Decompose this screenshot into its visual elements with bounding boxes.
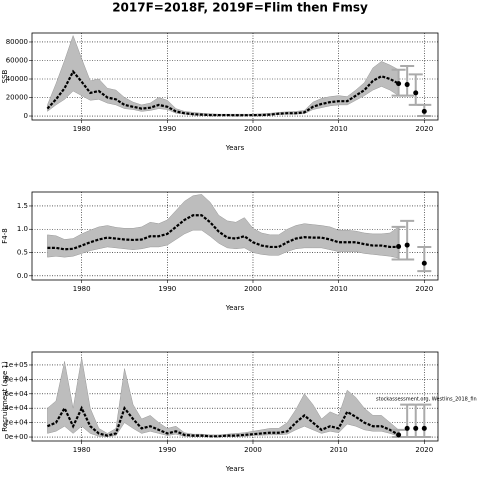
estimate-line bbox=[47, 214, 399, 251]
y-tick-label: 0 bbox=[24, 112, 28, 120]
x-tick-label: 1980 bbox=[73, 446, 91, 454]
x-tick-label: 1990 bbox=[158, 285, 176, 293]
x-axis-label: Years bbox=[225, 144, 245, 152]
y-tick-label: 60000 bbox=[6, 56, 28, 64]
x-tick-label: 1990 bbox=[158, 446, 176, 454]
forecast-point bbox=[404, 242, 410, 248]
forecast-error-bar bbox=[400, 219, 415, 261]
y-tick-label: 1e+05 bbox=[4, 361, 28, 369]
x-tick-label: 1980 bbox=[73, 125, 91, 133]
x-tick-label: 2010 bbox=[330, 285, 348, 293]
forecast-error-bar bbox=[408, 403, 423, 439]
y-tick-label: 40000 bbox=[6, 75, 28, 83]
forecast-point bbox=[396, 243, 402, 249]
y-tick-label: 6e+04 bbox=[4, 390, 28, 398]
x-tick-label: 2010 bbox=[330, 125, 348, 133]
x-tick-label: 2000 bbox=[244, 446, 262, 454]
y-axis-label: Recruitment (age 1) bbox=[1, 361, 9, 432]
confidence-band bbox=[47, 357, 399, 438]
x-axis-label: Years bbox=[225, 304, 245, 312]
y-tick-label: 20000 bbox=[6, 94, 28, 102]
forecast-point bbox=[413, 90, 419, 96]
forecast-point bbox=[404, 82, 410, 88]
x-tick-label: 2020 bbox=[415, 446, 433, 454]
x-tick-label: 2010 bbox=[330, 446, 348, 454]
forecast-point bbox=[421, 260, 427, 266]
forecast-point bbox=[404, 425, 410, 431]
figure-title: 2017F=2018F, 2019F=Flim then Fmsy bbox=[112, 1, 368, 15]
x-tick-label: 2020 bbox=[415, 285, 433, 293]
x-tick-label: 2000 bbox=[244, 125, 262, 133]
plot-frame bbox=[31, 351, 439, 442]
forecast-point bbox=[413, 425, 419, 431]
forecast-error-bar bbox=[400, 403, 415, 439]
forecast-point bbox=[421, 425, 427, 431]
y-tick-label: 8e+04 bbox=[4, 375, 28, 383]
forecast-error-bar bbox=[417, 403, 432, 439]
x-tick-label: 2000 bbox=[244, 285, 262, 293]
y-tick-label: 0e+00 bbox=[4, 433, 28, 441]
y-tick-label: 1.5 bbox=[17, 202, 28, 210]
forecast-error-bar bbox=[417, 245, 432, 273]
forecast-point bbox=[396, 432, 402, 438]
forecast-error-bar bbox=[408, 73, 423, 106]
annotation: stockassessment.org, Westlins_2018_fin bbox=[376, 397, 477, 403]
x-tick-label: 1990 bbox=[158, 125, 176, 133]
y-tick-label: 0.0 bbox=[17, 272, 28, 280]
forecast-error-bar bbox=[400, 65, 415, 97]
estimate-line bbox=[46, 69, 400, 117]
y-axis-label: F4-8 bbox=[1, 228, 9, 243]
y-axis-label: SSB bbox=[1, 69, 9, 83]
x-tick-label: 2020 bbox=[415, 125, 433, 133]
forecast-point bbox=[421, 108, 427, 114]
y-tick-label: 1.0 bbox=[17, 225, 28, 233]
x-axis-label: Years bbox=[225, 465, 245, 473]
confidence-band bbox=[47, 194, 399, 259]
y-tick-label: 0.5 bbox=[17, 249, 28, 257]
confidence-band bbox=[47, 34, 399, 116]
plot-frame bbox=[31, 32, 439, 121]
plot-frame bbox=[31, 191, 439, 281]
forecast-point bbox=[396, 81, 402, 87]
y-tick-label: 80000 bbox=[6, 38, 28, 46]
y-tick-label: 4e+04 bbox=[4, 404, 28, 412]
estimate-line bbox=[46, 405, 400, 438]
x-tick-label: 1980 bbox=[73, 285, 91, 293]
y-tick-label: 2e+04 bbox=[4, 419, 28, 427]
